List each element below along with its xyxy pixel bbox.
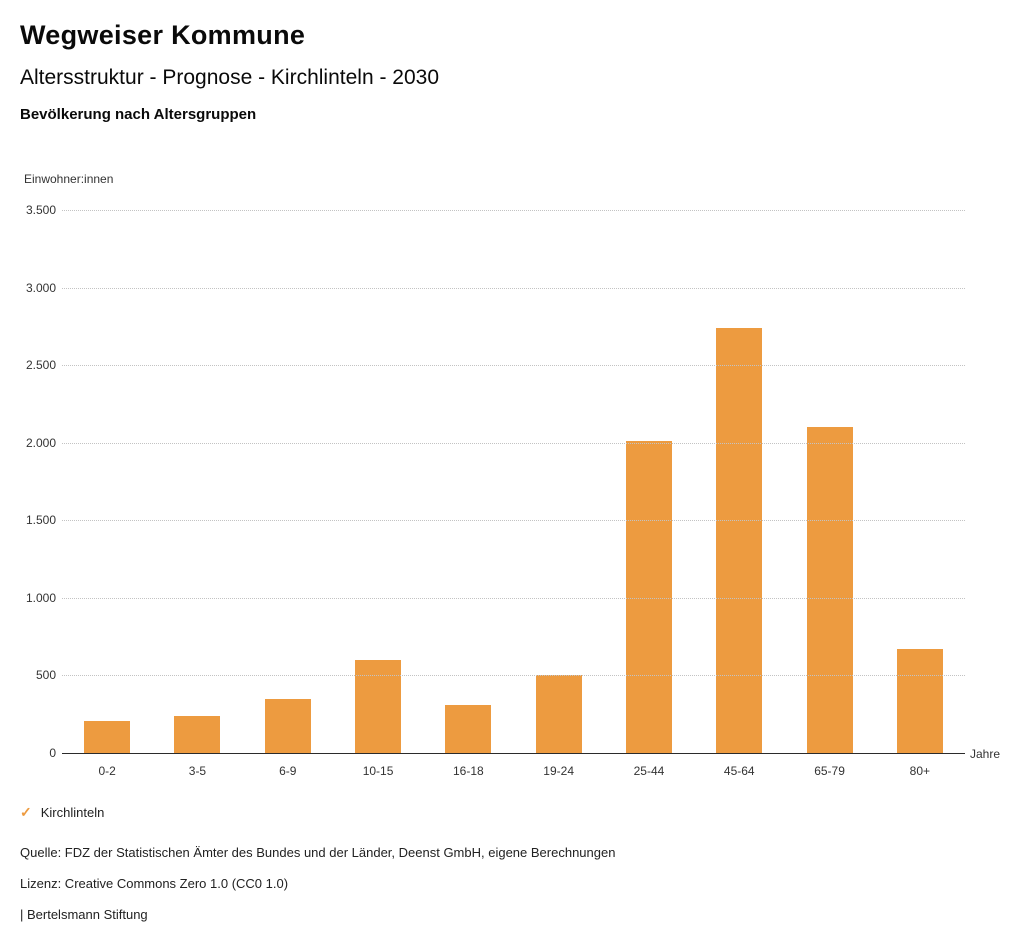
y-tick-label: 2.000 <box>25 435 56 450</box>
check-icon: ✓ <box>20 804 32 820</box>
page-subtitle: Altersstruktur - Prognose - Kirchlinteln… <box>20 66 440 89</box>
chart-title: Bevölkerung nach Altersgruppen <box>20 106 257 123</box>
gridline <box>62 675 965 677</box>
bar-6-9[interactable] <box>264 698 311 753</box>
bar-25-44[interactable] <box>625 441 672 753</box>
bar-10-15[interactable] <box>355 659 402 753</box>
y-tick-label: 2.500 <box>25 358 56 373</box>
source-text: Quelle: FDZ der Statistischen Ämter des … <box>20 845 616 860</box>
x-axis: 0-2 3-5 6-9 10-15 16-18 19-24 25-44 45-64 65-79 8… <box>62 764 965 782</box>
x-tick-label: 10-15 <box>362 764 394 778</box>
y-tick-label: 1.000 <box>25 590 56 605</box>
x-tick-label: 19-24 <box>543 764 574 778</box>
bar-16-18[interactable] <box>445 704 492 753</box>
gridline <box>62 597 965 599</box>
x-tick-label: 45-64 <box>723 764 755 778</box>
y-tick-label: 0 <box>49 746 56 760</box>
x-tick-label: 6-9 <box>279 764 297 778</box>
legend-label: Kirchlinteln <box>40 804 105 820</box>
x-axis-unit: Jahre <box>970 747 1001 761</box>
gridline <box>62 287 965 289</box>
y-axis: 0 500 1.000 1.500 2.000 2.500 3.000 3.500 <box>0 203 56 760</box>
license-text: Lizenz: Creative Commons Zero 1.0 (CC0 1… <box>20 876 289 891</box>
x-tick-label: 65-79 <box>814 764 845 778</box>
x-tick-label: 16-18 <box>452 764 484 778</box>
y-tick-label: 3.500 <box>25 203 56 217</box>
bars <box>62 210 965 753</box>
bar-3-5[interactable] <box>174 715 221 753</box>
gridline <box>62 210 965 211</box>
y-axis-title: Einwohner:innen <box>24 172 114 186</box>
gridline <box>62 520 965 522</box>
y-tick-label: 500 <box>35 668 56 683</box>
x-tick-label: 0-2 <box>98 764 116 778</box>
bar-45-64[interactable] <box>716 327 763 753</box>
bar-0-2[interactable] <box>84 721 131 753</box>
y-tick-label: 3.000 <box>25 280 56 295</box>
x-tick-label: 80+ <box>909 764 931 778</box>
x-tick-label: 25-44 <box>633 764 665 778</box>
plot-area <box>62 210 965 754</box>
gridline <box>62 365 965 367</box>
page-title: Wegweiser Kommune <box>20 20 306 50</box>
y-tick-label: 1.500 <box>25 513 56 528</box>
x-tick-label: 3-5 <box>188 764 207 778</box>
bar-65-79[interactable] <box>806 427 853 753</box>
bar-19-24[interactable] <box>535 674 582 753</box>
attribution-text: | Bertelsmann Stiftung <box>20 907 148 922</box>
legend-item-kirchlinteln[interactable]: ✓ Kirchlinteln <box>20 804 104 820</box>
bar-80+[interactable] <box>896 649 943 753</box>
gridline <box>62 442 965 444</box>
